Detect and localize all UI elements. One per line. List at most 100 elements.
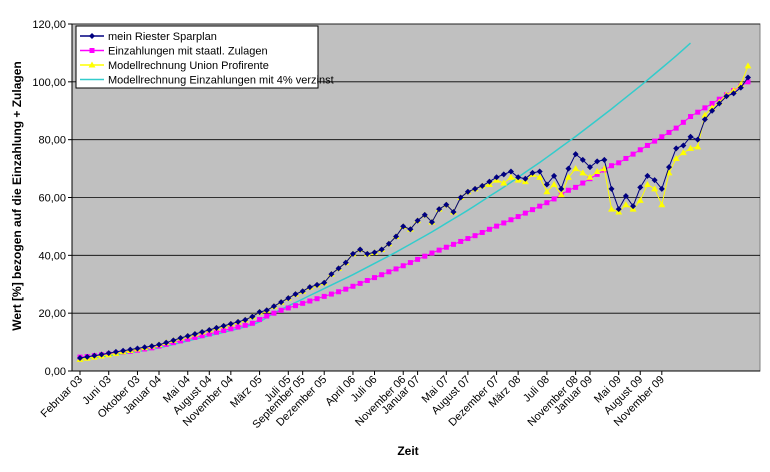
data-point: [192, 334, 198, 340]
series-1: [77, 74, 751, 361]
data-point: [557, 191, 565, 198]
y-tick-label: 80,00: [38, 135, 66, 147]
data-point: [564, 173, 572, 180]
data-point: [314, 296, 320, 302]
data-point: [84, 353, 91, 360]
data-point: [77, 354, 83, 361]
data-point: [644, 142, 650, 148]
data-point: [364, 277, 370, 283]
data-point: [666, 129, 672, 135]
data-point: [716, 100, 723, 107]
data-point: [436, 206, 443, 213]
data-point: [429, 250, 435, 256]
data-point: [630, 203, 637, 210]
data-point: [687, 144, 695, 151]
data-point: [565, 165, 572, 172]
data-point: [701, 111, 709, 118]
data-point: [637, 184, 644, 191]
data-point: [515, 214, 521, 220]
data-point: [450, 208, 457, 215]
data-point: [609, 163, 615, 169]
data-point: [659, 134, 665, 140]
data-point: [709, 101, 715, 107]
data-point: [464, 188, 471, 195]
data-point: [249, 320, 255, 326]
data-point: [335, 265, 342, 272]
data-point: [702, 105, 708, 111]
data-point: [321, 293, 327, 299]
data-point: [579, 169, 587, 176]
data-point: [572, 151, 579, 158]
data-point: [141, 344, 148, 351]
data-point: [336, 289, 342, 295]
data-point: [199, 333, 205, 339]
data-point: [601, 156, 608, 163]
data-point: [134, 345, 141, 352]
data-point: [529, 169, 536, 176]
data-point: [593, 167, 601, 174]
data-point: [457, 194, 464, 201]
data-point: [615, 206, 622, 213]
data-point: [120, 347, 127, 354]
data-point: [694, 143, 702, 150]
data-point: [422, 253, 428, 259]
data-point: [400, 263, 406, 269]
data-point: [300, 300, 306, 306]
data-point: [652, 138, 658, 144]
data-point: [228, 326, 234, 332]
data-point: [227, 320, 234, 327]
data-point: [458, 238, 464, 244]
data-point: [673, 125, 679, 131]
data-point: [586, 173, 594, 180]
data-point: [349, 250, 356, 257]
data-point: [170, 337, 177, 344]
data-point: [673, 145, 680, 152]
data-point: [745, 79, 751, 85]
data-point: [98, 351, 105, 358]
grid-lines: [72, 23, 760, 314]
data-point: [314, 281, 321, 288]
legend-item: Modellrechnung Union Profirente: [80, 60, 269, 72]
data-point: [558, 185, 565, 192]
data-point: [651, 185, 659, 192]
y-tick-label: 100,00: [32, 77, 66, 89]
data-point: [501, 220, 507, 226]
data-point: [680, 142, 687, 149]
data-point: [328, 291, 334, 297]
data-point: [622, 193, 629, 200]
data-point: [213, 324, 220, 331]
data-point: [263, 307, 270, 314]
data-point: [105, 350, 112, 357]
data-point: [285, 305, 291, 311]
data-point: [500, 179, 508, 186]
series-line: [79, 81, 749, 358]
data-point: [249, 313, 256, 320]
data-point: [235, 318, 242, 325]
data-point: [515, 174, 522, 181]
data-point: [637, 147, 643, 153]
data-point: [665, 164, 672, 171]
data-point: [472, 185, 479, 192]
data-point: [608, 185, 615, 192]
data-point: [264, 313, 270, 319]
data-point: [177, 335, 184, 342]
data-point: [651, 177, 658, 184]
data-point: [257, 317, 263, 323]
data-point: [679, 149, 687, 156]
data-point: [522, 210, 528, 216]
data-point: [616, 160, 622, 166]
data-point: [550, 180, 558, 187]
data-point: [586, 164, 593, 171]
data-point: [321, 279, 328, 286]
data-point: [206, 331, 212, 337]
data-point: [342, 259, 349, 266]
data-point: [680, 119, 686, 125]
data-point: [594, 171, 600, 177]
data-point: [299, 288, 306, 295]
data-point: [709, 107, 716, 114]
legend-label: Einzahlungen mit staatl. Zulagen: [108, 46, 268, 58]
data-point: [479, 182, 486, 189]
data-point: [148, 343, 155, 350]
data-point: [643, 180, 651, 187]
data-point: [400, 223, 407, 230]
